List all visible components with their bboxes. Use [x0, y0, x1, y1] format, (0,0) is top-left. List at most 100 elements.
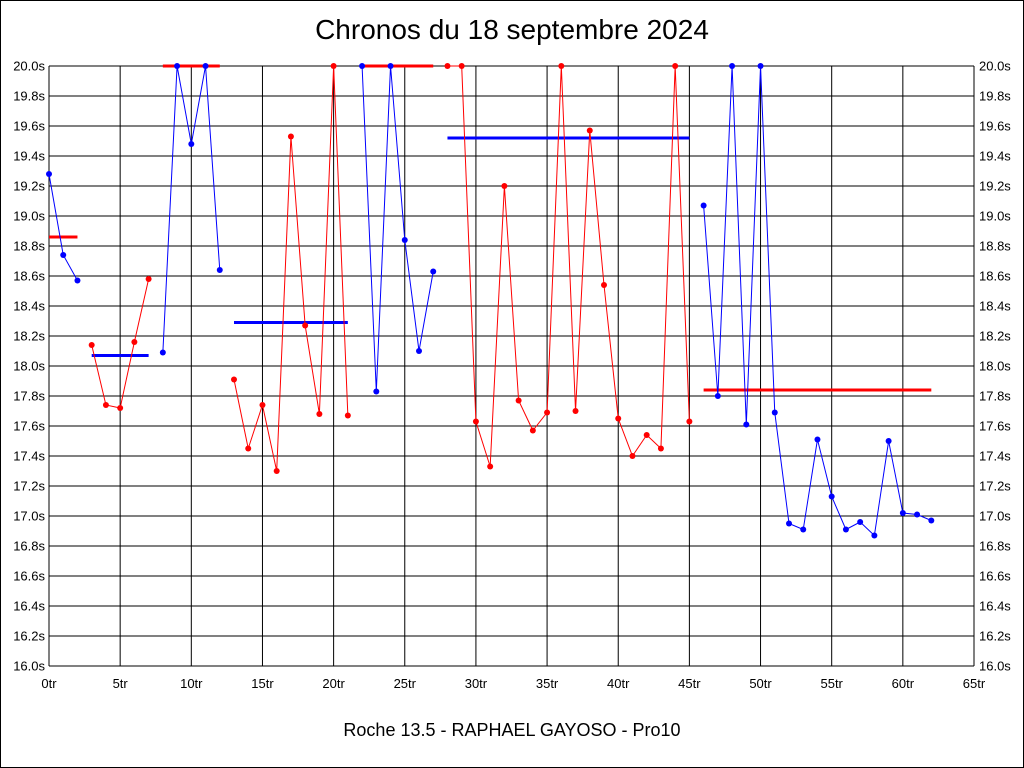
- y-tick-label-right: 18.6s: [979, 269, 1011, 284]
- y-tick-label-right: 16.0s: [979, 659, 1011, 674]
- data-point: [387, 63, 394, 69]
- x-tick-label: 65tr: [963, 676, 986, 691]
- data-point: [558, 63, 565, 69]
- data-point: [857, 519, 864, 525]
- data-point: [515, 397, 522, 404]
- y-tick-label-right: 18.2s: [979, 329, 1011, 344]
- data-point: [302, 322, 309, 329]
- chart-title: Chronos du 18 septembre 2024: [315, 14, 709, 45]
- data-point: [700, 202, 707, 209]
- y-tick-label-left: 18.0s: [13, 359, 45, 374]
- data-point: [601, 282, 607, 288]
- data-point: [60, 252, 67, 258]
- data-point: [188, 141, 195, 147]
- x-tick-label: 55tr: [820, 676, 843, 691]
- data-point: [46, 171, 52, 177]
- y-tick-label-right: 19.4s: [979, 149, 1011, 164]
- data-point: [245, 445, 252, 452]
- y-tick-label-right: 17.4s: [979, 449, 1011, 464]
- data-point: [202, 63, 209, 69]
- y-tick-label-left: 16.0s: [13, 659, 45, 674]
- x-tick-label: 5tr: [113, 676, 129, 691]
- y-tick-label-right: 19.2s: [979, 179, 1011, 194]
- x-tick-label: 30tr: [465, 676, 488, 691]
- y-tick-label-left: 19.0s: [13, 209, 45, 224]
- data-point: [231, 376, 237, 383]
- series-line: [48, 173, 78, 281]
- data-point: [714, 393, 721, 399]
- axis-tick-labels: 0tr 5tr 10tr 15tr 20tr 25tr 30tr 35tr 40tr 45tr 50…: [13, 59, 1011, 692]
- data-point: [259, 402, 266, 408]
- y-tick-label-right: 17.2s: [979, 479, 1011, 494]
- y-tick-label-left: 20.0s: [13, 59, 45, 74]
- data-point: [273, 468, 280, 474]
- y-tick-label-left: 16.8s: [13, 539, 45, 554]
- x-tick-label: 15tr: [251, 676, 274, 691]
- series-line: [361, 65, 434, 392]
- data-point: [416, 348, 422, 354]
- data-point: [544, 409, 551, 416]
- y-tick-label-right: 19.6s: [979, 119, 1011, 134]
- y-tick-label-left: 19.4s: [13, 149, 45, 164]
- y-tick-label-right: 18.8s: [979, 239, 1011, 254]
- data-point: [359, 63, 366, 69]
- y-tick-label-left: 19.2s: [13, 179, 45, 194]
- data-point: [786, 520, 792, 527]
- y-tick-label-right: 16.4s: [979, 599, 1011, 614]
- data-point: [885, 438, 892, 444]
- y-tick-label-left: 16.2s: [13, 629, 45, 644]
- y-tick-label-right: 18.0s: [979, 359, 1011, 374]
- data-point: [472, 418, 479, 425]
- x-tick-label: 40tr: [607, 676, 630, 691]
- series-line: [233, 65, 349, 472]
- y-tick-label-left: 18.8s: [13, 239, 45, 254]
- data-point: [131, 339, 138, 345]
- y-tick-label-right: 17.6s: [979, 419, 1011, 434]
- y-tick-label-left: 17.2s: [13, 479, 45, 494]
- series-line: [703, 65, 932, 537]
- x-tick-label: 10tr: [180, 676, 203, 691]
- data-point: [743, 421, 750, 428]
- data-point: [729, 63, 736, 69]
- data-point: [74, 277, 81, 284]
- y-tick-label-right: 16.2s: [979, 629, 1011, 644]
- data-point: [572, 408, 579, 414]
- y-tick-label-left: 18.2s: [13, 329, 45, 344]
- x-tick-label: 25tr: [394, 676, 417, 691]
- data-point: [159, 349, 166, 356]
- data-point: [487, 463, 494, 470]
- data-point: [88, 342, 95, 348]
- y-tick-label-left: 17.4s: [13, 449, 45, 464]
- data-point: [771, 409, 778, 416]
- y-tick-label-left: 16.6s: [13, 569, 45, 584]
- y-tick-label-left: 18.6s: [13, 269, 45, 284]
- data-point: [899, 510, 906, 516]
- data-point: [117, 405, 124, 411]
- chart-subtitle: Roche 13.5 - RAPHAEL GAYOSO - Pro10: [343, 720, 681, 740]
- series-line: [447, 65, 690, 467]
- data-point: [287, 133, 294, 140]
- data-point: [444, 63, 451, 69]
- data-point: [842, 526, 849, 533]
- data-point: [814, 436, 821, 443]
- y-tick-label-right: 19.8s: [979, 89, 1011, 104]
- data-point: [216, 267, 223, 273]
- y-tick-label-right: 17.0s: [979, 509, 1011, 524]
- data-point: [800, 526, 807, 533]
- y-tick-label-right: 17.8s: [979, 389, 1011, 404]
- data-point: [672, 63, 679, 69]
- grid: [48, 65, 975, 667]
- x-tick-label: 50tr: [749, 676, 772, 691]
- data-point: [871, 532, 878, 539]
- data-point: [401, 237, 408, 243]
- data-point: [757, 63, 764, 69]
- data-point: [330, 63, 337, 69]
- data-point: [501, 183, 508, 189]
- data-point: [643, 432, 650, 438]
- x-tick-label: 60tr: [892, 676, 915, 691]
- data-point: [686, 418, 693, 425]
- data-point: [373, 388, 380, 395]
- data-point: [430, 268, 437, 275]
- data-point: [145, 276, 152, 282]
